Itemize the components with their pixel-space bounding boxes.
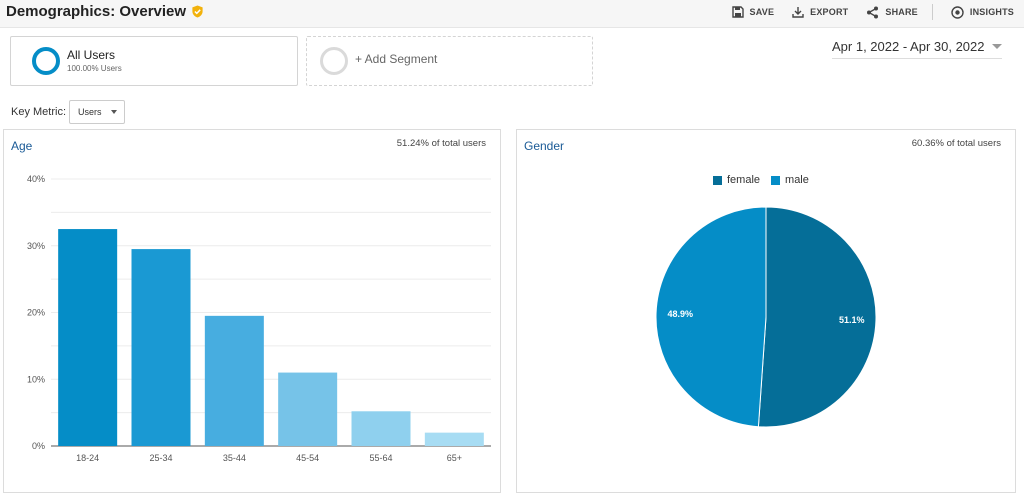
age-bar[interactable]	[351, 411, 411, 446]
share-button[interactable]: SHARE	[866, 6, 918, 19]
pie-slice-label: 48.9%	[667, 309, 693, 319]
y-tick-label: 20%	[27, 308, 45, 318]
pie-slice-female[interactable]	[757, 206, 877, 428]
gender-panel: Gender 60.36% of total users female male …	[516, 129, 1016, 493]
export-label: EXPORT	[810, 7, 849, 17]
export-button[interactable]: EXPORT	[792, 6, 848, 18]
x-tick-label: 65+	[447, 453, 462, 463]
export-icon	[792, 7, 804, 18]
legend-swatch	[713, 175, 722, 185]
legend-item[interactable]: male	[771, 174, 809, 186]
age-bar[interactable]	[424, 432, 484, 446]
share-label: SHARE	[885, 7, 918, 17]
segment-ring-icon	[32, 47, 60, 75]
add-segment-label: + Add Segment	[355, 52, 438, 66]
dropdown-caret-icon	[110, 110, 117, 114]
gender-legend: female male	[713, 174, 820, 186]
date-range-picker[interactable]: Apr 1, 2022 - Apr 30, 2022	[832, 39, 1002, 54]
verified-check-icon	[191, 5, 204, 22]
age-bar[interactable]	[131, 249, 191, 446]
y-tick-label: 30%	[27, 241, 45, 251]
y-tick-label: 10%	[27, 374, 45, 384]
gender-panel-title[interactable]: Gender	[524, 139, 565, 153]
share-icon	[867, 6, 879, 18]
save-icon	[731, 6, 744, 18]
age-share-of-total: 51.24% of total users	[396, 138, 486, 149]
legend-label: male	[785, 174, 809, 186]
segment-all-users[interactable]: All Users 100.00% Users	[10, 36, 298, 86]
date-range-text: Apr 1, 2022 - Apr 30, 2022	[832, 39, 985, 54]
page-title-text: Demographics: Overview	[6, 3, 187, 20]
gender-share-of-total: 60.36% of total users	[911, 138, 1001, 149]
age-bar[interactable]	[204, 315, 264, 446]
empty-segment-ring-icon	[320, 47, 348, 75]
page-title: Demographics: Overview	[6, 3, 204, 22]
add-segment-button[interactable]: + Add Segment	[306, 36, 593, 86]
save-label: SAVE	[749, 7, 775, 17]
x-tick-label: 18-24	[76, 453, 99, 463]
x-tick-label: 25-34	[149, 453, 172, 463]
key-metric-select[interactable]: Users	[69, 100, 125, 124]
gender-pie-chart: 51.1% 48.9%	[655, 206, 877, 428]
age-panel: Age 51.24% of total users 0% 10% 20% 30% 40%…	[3, 129, 501, 493]
key-metric-value: Users	[78, 107, 102, 117]
insights-icon	[951, 5, 964, 19]
segment-percentage: 100.00% Users	[67, 64, 122, 73]
age-bar[interactable]	[58, 229, 118, 446]
segment-name: All Users	[67, 48, 116, 62]
chevron-down-icon	[991, 44, 1002, 49]
report-header: Demographics: Overview SAVE EXPORT SHARE…	[0, 0, 1024, 28]
insights-label: INSIGHTS	[969, 7, 1014, 17]
age-bar-chart: 0% 10% 20% 30% 40% 18-24 25-34 35-44 45-54 55-64 6…	[27, 174, 491, 463]
report-toolbar: SAVE EXPORT SHARE INSIGHTS	[714, 4, 1014, 20]
save-button[interactable]: SAVE	[731, 6, 775, 18]
x-tick-label: 55-64	[369, 453, 392, 463]
legend-item[interactable]: female	[713, 174, 760, 186]
pie-slice-male[interactable]	[655, 206, 767, 428]
y-tick-label: 0%	[32, 441, 45, 451]
x-tick-label: 35-44	[223, 453, 246, 463]
age-bar[interactable]	[278, 372, 338, 446]
y-tick-label: 40%	[27, 174, 45, 184]
x-tick-label: 45-54	[296, 453, 319, 463]
legend-label: female	[727, 174, 761, 186]
insights-button[interactable]: INSIGHTS	[951, 5, 1014, 19]
key-metric-label: Key Metric:	[11, 106, 67, 118]
age-panel-title[interactable]: Age	[11, 139, 33, 153]
pie-slice-label: 51.1%	[839, 315, 865, 325]
date-range-underline	[832, 58, 1002, 59]
toolbar-divider	[931, 4, 933, 20]
legend-swatch	[771, 175, 781, 185]
